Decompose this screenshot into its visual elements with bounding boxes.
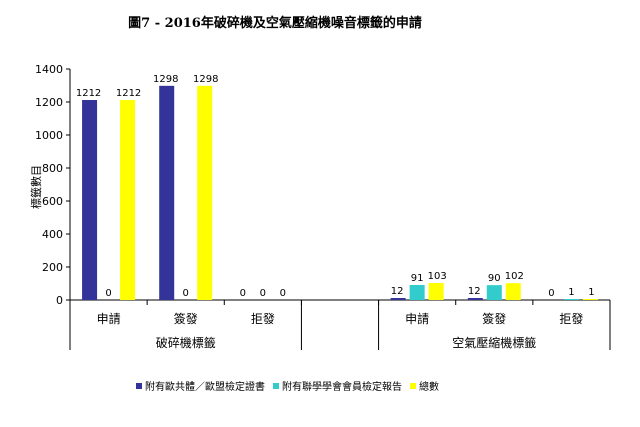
bar	[390, 298, 406, 300]
bar	[409, 284, 425, 300]
y-tick-label: 200	[42, 261, 63, 274]
legend-item: 附有聯學學會會員檢定報告	[273, 378, 402, 393]
legend-label: 附有聯學學會會員檢定報告	[282, 382, 402, 393]
chart-title: 圖7 - 2016年破碎機及空氣壓縮機噪音標籤的申請	[128, 15, 422, 31]
legend-swatch	[273, 382, 279, 389]
y-tick-label: 1000	[35, 129, 63, 142]
y-tick-label: 1200	[35, 96, 63, 109]
data-label: 0	[260, 288, 266, 299]
x-category-label: 申請	[97, 312, 121, 326]
legend-swatch	[410, 382, 416, 389]
data-label: 0	[548, 288, 554, 299]
bar	[197, 85, 213, 300]
legend-swatch	[136, 382, 142, 389]
data-label: 0	[280, 288, 286, 299]
data-label: 102	[505, 271, 524, 282]
y-axis-label: 標籤數目	[29, 165, 43, 209]
data-label: 0	[105, 288, 111, 299]
bar	[120, 100, 136, 301]
legend-item: 總數	[410, 378, 439, 393]
x-category-label: 拒發	[559, 311, 583, 326]
data-label: 1	[588, 287, 594, 298]
bar	[428, 283, 444, 300]
data-label: 1212	[116, 88, 141, 99]
x-category-label: 申請	[405, 312, 429, 326]
bar	[159, 85, 175, 300]
x-category-label: 簽發	[482, 311, 506, 326]
y-tick-label: 400	[42, 228, 63, 241]
data-label: 0	[183, 288, 189, 299]
bar	[467, 298, 483, 300]
data-label: 1298	[193, 74, 218, 85]
bar	[486, 285, 502, 300]
legend-label: 總數	[419, 382, 439, 393]
legend: 附有歐共體／歐盟檢定證書 附有聯學學會會員檢定報告 總數	[136, 378, 439, 393]
x-category-label: 拒發	[251, 311, 275, 326]
data-label: 91	[411, 273, 424, 284]
x-group-label: 空氣壓縮機標籤	[452, 335, 536, 350]
data-label: 90	[488, 273, 501, 284]
y-tick-label: 1400	[35, 63, 63, 76]
data-label: 12	[391, 286, 404, 297]
y-tick-label: 800	[42, 162, 63, 175]
data-label: 1212	[76, 88, 101, 99]
legend-item: 附有歐共體／歐盟檢定證書	[136, 378, 265, 393]
x-group-label: 破碎機標籤	[156, 335, 216, 350]
x-category-label: 簽發	[174, 311, 198, 326]
bar	[563, 299, 579, 300]
data-label: 1298	[153, 74, 178, 85]
data-label: 1	[568, 287, 574, 298]
bar	[505, 283, 521, 300]
bar	[582, 299, 598, 300]
bar	[82, 100, 98, 301]
data-label: 0	[240, 288, 246, 299]
data-label: 103	[428, 271, 447, 282]
y-tick-label: 600	[42, 195, 63, 208]
plot-area: 0200400600800100012001400121201212申請1298…	[35, 63, 611, 350]
y-tick-label: 0	[56, 294, 63, 307]
legend-label: 附有歐共體／歐盟檢定證書	[145, 382, 265, 393]
data-label: 12	[468, 286, 481, 297]
